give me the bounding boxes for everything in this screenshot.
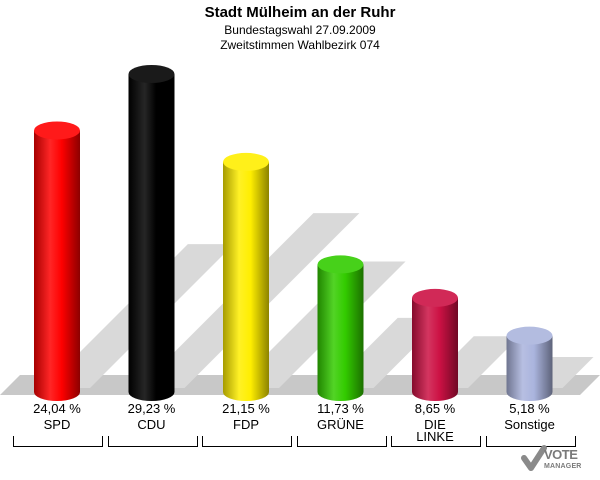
bar-top-die-linke	[412, 288, 458, 307]
chart-title: Stadt Mülheim an der Ruhr	[204, 4, 396, 21]
bar-gr-ne	[317, 264, 364, 401]
chart-subtitle-election: Bundestagswahl 27.09.2009	[224, 23, 376, 37]
bar-top-spd	[34, 121, 80, 140]
category-label-spd: SPD	[43, 417, 71, 432]
category-label-cdu: CDU	[137, 417, 166, 432]
category-bracket-spd	[13, 436, 103, 447]
bar-spd	[34, 130, 80, 401]
bar-die-linke	[412, 297, 458, 401]
value-label-cdu: 29,23 %	[127, 401, 176, 416]
bar-cdu	[128, 74, 175, 401]
value-label-fdp: 21,15 %	[222, 401, 270, 416]
value-label-sonstige: 5,18 %	[509, 401, 550, 416]
value-label-die-linke: 8,65 %	[414, 401, 456, 416]
bar-fdp	[223, 161, 269, 401]
bar-top-gr-ne	[317, 255, 364, 274]
checkmark-icon	[521, 445, 547, 471]
category-label-die-linke: DIE LINKE	[416, 417, 454, 444]
bar-top-cdu	[128, 65, 175, 83]
bar-sonstige	[506, 335, 553, 401]
category-bracket-cdu	[107, 436, 198, 447]
category-label-fdp: FDP	[233, 417, 259, 432]
bar-top-sonstige	[506, 326, 553, 345]
category-bracket-sonstige	[485, 436, 576, 447]
bars	[34, 65, 553, 401]
category-bracket-fdp	[202, 436, 292, 447]
category-bracket-gr-ne	[296, 436, 387, 447]
chart-subtitle-district: Zweitstimmen Wahlbezirk 074	[220, 38, 380, 52]
category-label-sonstige: Sonstige	[504, 417, 555, 432]
category-label-gr-ne: GRÜNE	[317, 417, 364, 432]
bar-top-fdp	[223, 152, 269, 171]
value-label-gr-ne: 11,73 %	[317, 401, 364, 416]
value-label-spd: 24,04 %	[33, 401, 81, 416]
category-bracket-die-linke	[391, 436, 481, 447]
vote-manager-logo	[521, 445, 547, 471]
logo-text-manager: MANAGER	[544, 463, 582, 470]
logo-text-vote: VOTE	[544, 447, 578, 462]
